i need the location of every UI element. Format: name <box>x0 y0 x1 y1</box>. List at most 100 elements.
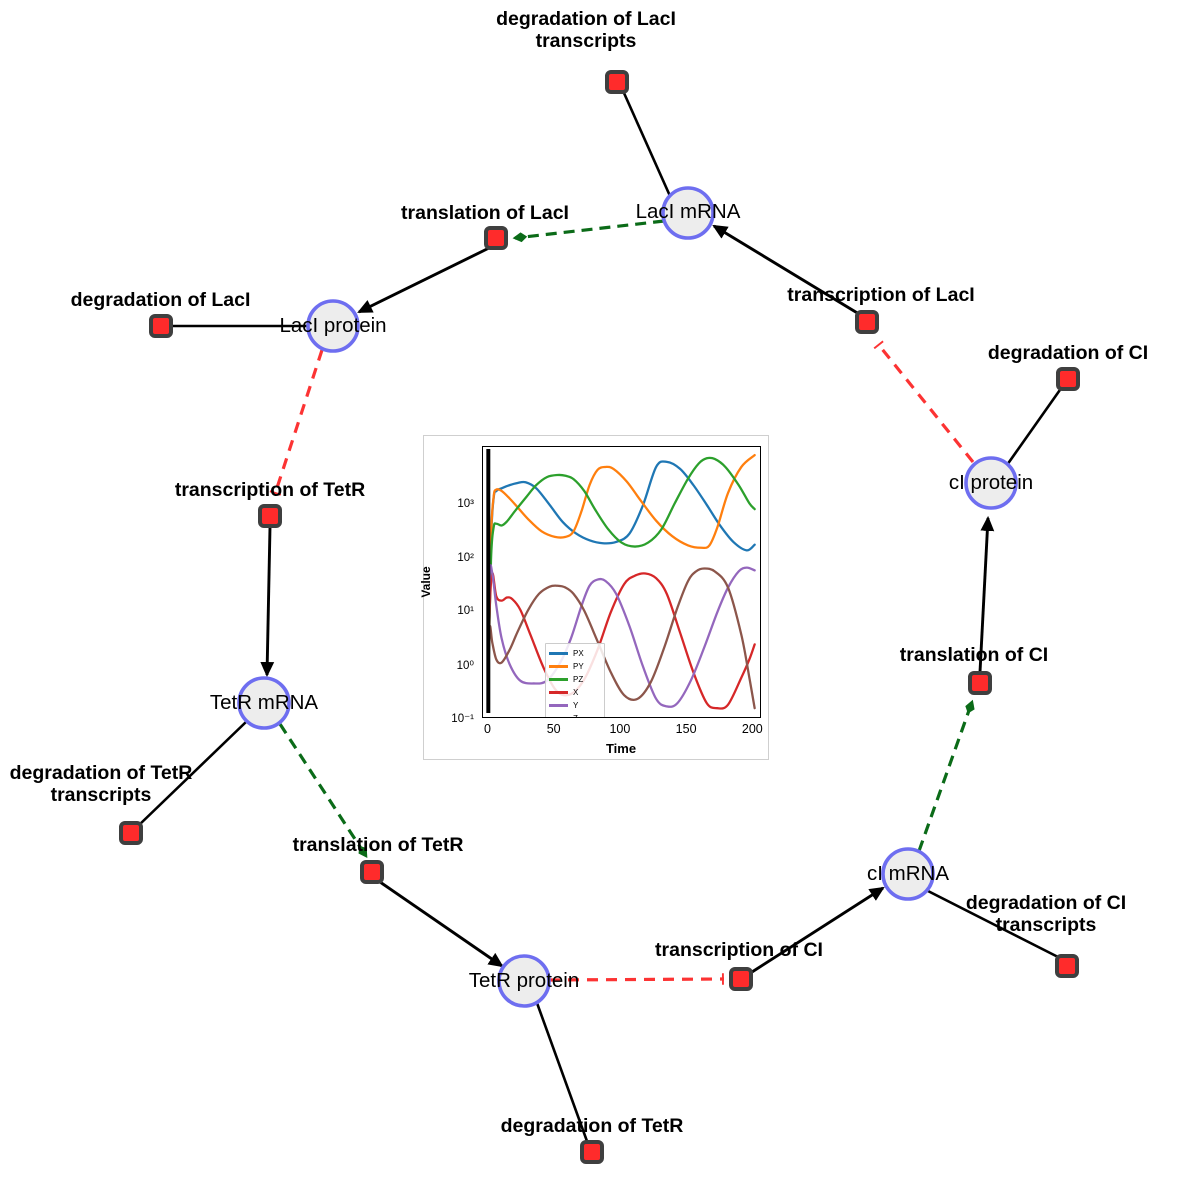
reaction-label-degradation-laci: degradation of LacI <box>70 289 251 311</box>
edge-transcription-laci-to-laci-mrna <box>712 224 860 316</box>
reaction-node-translation-ci[interactable] <box>968 671 992 695</box>
chart-legend: PX PY PZ X Y <box>545 643 605 718</box>
edge-tetr-protein-to-deg-tetr <box>535 1002 590 1145</box>
chart-xtick-label: 0 <box>484 722 491 736</box>
reaction-label-translation-ci: translation of CI <box>899 644 1049 666</box>
species-label-ci-protein: cI protein <box>948 471 1034 494</box>
species-node-tetr-protein[interactable] <box>497 954 551 1008</box>
reaction-node-translation-tetr[interactable] <box>360 860 384 884</box>
legend-swatch-px <box>549 652 568 655</box>
legend-item: PY <box>549 660 601 673</box>
edge-inhibition-tetr-protein-transcription-ci <box>548 973 725 985</box>
species-label-laci-mrna: LacI mRNA <box>635 200 741 223</box>
chart-series-y <box>487 564 756 708</box>
species-node-ci-protein[interactable] <box>964 456 1018 510</box>
reaction-node-deg-tetr-transcripts[interactable] <box>119 821 143 845</box>
species-label-laci-protein: LacI protein <box>279 314 387 337</box>
reaction-node-transcription-ci[interactable] <box>729 967 753 991</box>
chart-ytick-label: 10³ <box>457 498 474 511</box>
legend-item: Y <box>549 699 601 712</box>
chart-series-z <box>487 567 756 710</box>
chart-xtick-label: 150 <box>675 722 697 736</box>
chart-series-x <box>487 572 756 710</box>
edge-group-substrate-product <box>137 92 1064 1145</box>
legend-swatch-x <box>549 691 568 694</box>
reaction-label-transcription-tetr: transcription of TetR <box>174 479 366 501</box>
legend-item: X <box>549 686 601 699</box>
edge-catalysis-ci-mrna-translation <box>917 699 975 852</box>
reaction-label-degradation-tetr: degradation of TetR <box>500 1115 684 1137</box>
edge-inhibition-ci-protein-transcription-laci <box>873 340 975 464</box>
species-node-laci-protein[interactable] <box>306 299 360 353</box>
chart-xlabel: Time <box>605 741 637 756</box>
legend-label-px: PX <box>573 648 584 658</box>
chart-xtick-label: 200 <box>741 722 763 736</box>
chart-ytick-label: 10¹ <box>457 605 474 618</box>
chart-series-svg <box>486 448 756 714</box>
chart-ytick-label: 10⁻¹ <box>451 713 474 725</box>
legend-item: PZ <box>549 673 601 686</box>
chart-ytick-label: 10² <box>457 551 474 564</box>
chart-series-px <box>487 460 756 682</box>
legend-swatch-y <box>549 704 568 707</box>
species-node-laci-mrna[interactable] <box>661 186 715 240</box>
reaction-node-group[interactable] <box>119 70 1080 1164</box>
reaction-label-transcription-laci: transcription of LacI <box>787 284 975 306</box>
legend-label-x: X <box>573 687 579 697</box>
chart-plot-area: PX PY PZ X Y <box>482 446 761 718</box>
edge-group-inhibition <box>269 340 975 985</box>
reaction-node-translation-laci[interactable] <box>484 226 508 250</box>
reaction-node-deg-ci-transcripts[interactable] <box>1055 954 1079 978</box>
reaction-label-deg-laci-transcripts: degradation of LacI transcripts <box>496 8 676 52</box>
edge-translation-ci-to-ci-protein <box>978 515 995 673</box>
edge-tetr-mrna-to-deg-tetr-transcripts <box>137 720 248 827</box>
legend-label-z: Z <box>573 713 578 718</box>
reaction-label-degradation-ci: degradation of CI <box>987 342 1149 364</box>
legend-item: Z <box>549 712 601 718</box>
reaction-label-translation-laci: translation of LacI <box>401 202 569 224</box>
legend-swatch-py <box>549 665 568 668</box>
chart-series-py <box>487 453 756 682</box>
species-node-group[interactable] <box>237 186 1018 1008</box>
reaction-node-degradation-laci[interactable] <box>149 314 173 338</box>
species-label-ci-mrna: cI mRNA <box>867 862 949 885</box>
edge-laci-mrna-to-deg-laci-transcripts <box>622 92 672 197</box>
edge-group-catalysis <box>278 219 975 859</box>
chart-xtick-label: 100 <box>609 722 631 736</box>
legend-swatch-z <box>549 717 568 718</box>
legend-item: PX <box>549 647 601 660</box>
edge-catalysis-laci-mrna-translation <box>512 219 665 243</box>
chart-xtick-label: 50 <box>546 722 561 736</box>
species-node-tetr-mrna[interactable] <box>237 676 291 730</box>
chart-ylabel: Value <box>419 566 433 598</box>
edge-translation-tetr-to-tetr-protein <box>379 880 504 968</box>
reaction-node-transcription-tetr[interactable] <box>258 504 282 528</box>
reaction-node-deg-laci-transcripts[interactable] <box>605 70 629 94</box>
reaction-node-degradation-tetr[interactable] <box>580 1140 604 1164</box>
species-label-tetr-protein: TetR protein <box>468 969 580 992</box>
reaction-node-degradation-ci[interactable] <box>1056 367 1080 391</box>
reaction-label-translation-tetr: translation of TetR <box>292 834 464 856</box>
reaction-node-transcription-laci[interactable] <box>855 310 879 334</box>
edge-inhibition-laci-protein-transcription-tetr <box>269 349 324 496</box>
edge-translation-laci-to-laci-protein <box>357 246 490 314</box>
edge-transcription-ci-to-ci-mrna <box>751 886 885 974</box>
chart-series-pz <box>487 456 756 682</box>
inset-timecourse-figure: Value Time 10⁻¹ 10⁰ 10¹ 10² 10³ 0 50 100… <box>419 435 769 760</box>
reaction-label-transcription-ci: transcription of CI <box>655 939 823 961</box>
species-label-tetr-mrna: TetR mRNA <box>209 691 319 714</box>
legend-swatch-pz <box>549 678 568 681</box>
species-node-ci-mrna[interactable] <box>881 847 935 901</box>
legend-label-py: PY <box>573 661 584 671</box>
edge-catalysis-tetr-mrna-translation <box>278 723 368 859</box>
legend-label-pz: PZ <box>573 674 584 684</box>
reaction-label-deg-ci-transcripts: degradation of CI transcripts <box>965 892 1127 936</box>
reaction-label-deg-tetr-transcripts: degradation of TetR transcripts <box>9 762 193 806</box>
edge-ci-mrna-to-deg-ci-transcripts <box>925 888 1061 960</box>
chart-ytick-label: 10⁰ <box>456 659 474 672</box>
edge-ci-protein-to-deg-ci <box>1005 386 1064 466</box>
edge-transcription-tetr-to-tetr-mrna <box>260 526 275 678</box>
legend-label-y: Y <box>573 700 579 710</box>
